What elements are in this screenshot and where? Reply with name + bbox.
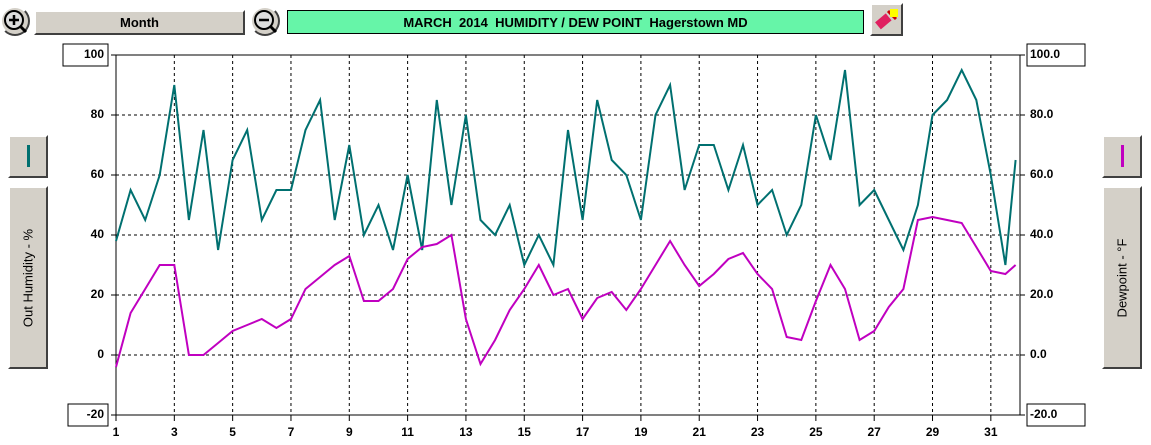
y-axis-label: Out Humidity - % bbox=[20, 228, 36, 327]
humidity-swatch[interactable] bbox=[8, 135, 48, 178]
y2-tick-label: 60.0 bbox=[1030, 167, 1054, 181]
chart: -20 0 20 40 60 80 100 -20.0 0.0 20.0 40.0 60.0 80.0 1… bbox=[62, 43, 1086, 439]
y2-tick-label: -20.0 bbox=[1030, 407, 1058, 421]
y-tick-label: 100 bbox=[84, 47, 104, 61]
x-tick-label: 13 bbox=[459, 425, 473, 439]
x-tick-label: 31 bbox=[984, 425, 998, 439]
y2-tick-label: 40.0 bbox=[1030, 227, 1054, 241]
chart-title: MARCH 2014 HUMIDITY / DEW POINT Hagersto… bbox=[287, 10, 864, 34]
x-tick-label: 17 bbox=[576, 425, 590, 439]
x-tick-label: 29 bbox=[926, 425, 940, 439]
zoom-out-icon bbox=[254, 10, 278, 34]
swatch-line bbox=[27, 145, 30, 167]
y-tick-box bbox=[62, 43, 109, 67]
x-tick-label: 25 bbox=[809, 425, 823, 439]
zoom-in-icon bbox=[4, 10, 28, 34]
y2-tick-box bbox=[1026, 403, 1086, 427]
y-tick-label: 0 bbox=[97, 347, 104, 361]
dewpoint-swatch[interactable] bbox=[1102, 135, 1142, 178]
x-tick-label: 27 bbox=[868, 425, 882, 439]
print-button[interactable] bbox=[870, 3, 903, 36]
zoom-in[interactable] bbox=[0, 6, 30, 36]
y-label-panel: Out Humidity - % bbox=[8, 186, 48, 369]
y2-tick-label: 0.0 bbox=[1030, 347, 1047, 361]
y2-label-panel: Dewpoint - °F bbox=[1102, 186, 1142, 369]
y-tick-label: 40 bbox=[91, 227, 105, 241]
y-tick-box bbox=[67, 403, 109, 427]
y2-tick-label: 20.0 bbox=[1030, 287, 1054, 301]
series-line bbox=[115, 67, 1017, 269]
y2-tick-label: 80.0 bbox=[1030, 107, 1054, 121]
series-line bbox=[115, 215, 1017, 368]
y-tick-label: 80 bbox=[91, 107, 105, 121]
y-tick-label: -20 bbox=[87, 407, 105, 421]
x-tick-label: 21 bbox=[693, 425, 707, 439]
x-tick-label: 23 bbox=[751, 425, 765, 439]
x-tick-label: 1 bbox=[113, 425, 120, 439]
x-tick-label: 15 bbox=[518, 425, 532, 439]
y2-tick-label: 100.0 bbox=[1030, 47, 1060, 61]
x-tick-label: 7 bbox=[288, 425, 295, 439]
y-tick-label: 20 bbox=[91, 287, 105, 301]
x-tick-label: 5 bbox=[229, 425, 236, 439]
x-tick-label: 11 bbox=[401, 425, 414, 439]
y2-axis-label: Dewpoint - °F bbox=[1114, 238, 1130, 317]
x-tick-label: 19 bbox=[634, 425, 648, 439]
print-icon bbox=[875, 9, 898, 30]
zoom-out[interactable] bbox=[250, 6, 280, 36]
x-tick-label: 3 bbox=[171, 425, 178, 439]
x-tick-label: 9 bbox=[346, 425, 353, 439]
swatch-line bbox=[1121, 145, 1124, 167]
y2-tick-box bbox=[1026, 43, 1086, 67]
range-button[interactable]: Month bbox=[34, 10, 245, 35]
y-tick-label: 60 bbox=[91, 167, 105, 181]
